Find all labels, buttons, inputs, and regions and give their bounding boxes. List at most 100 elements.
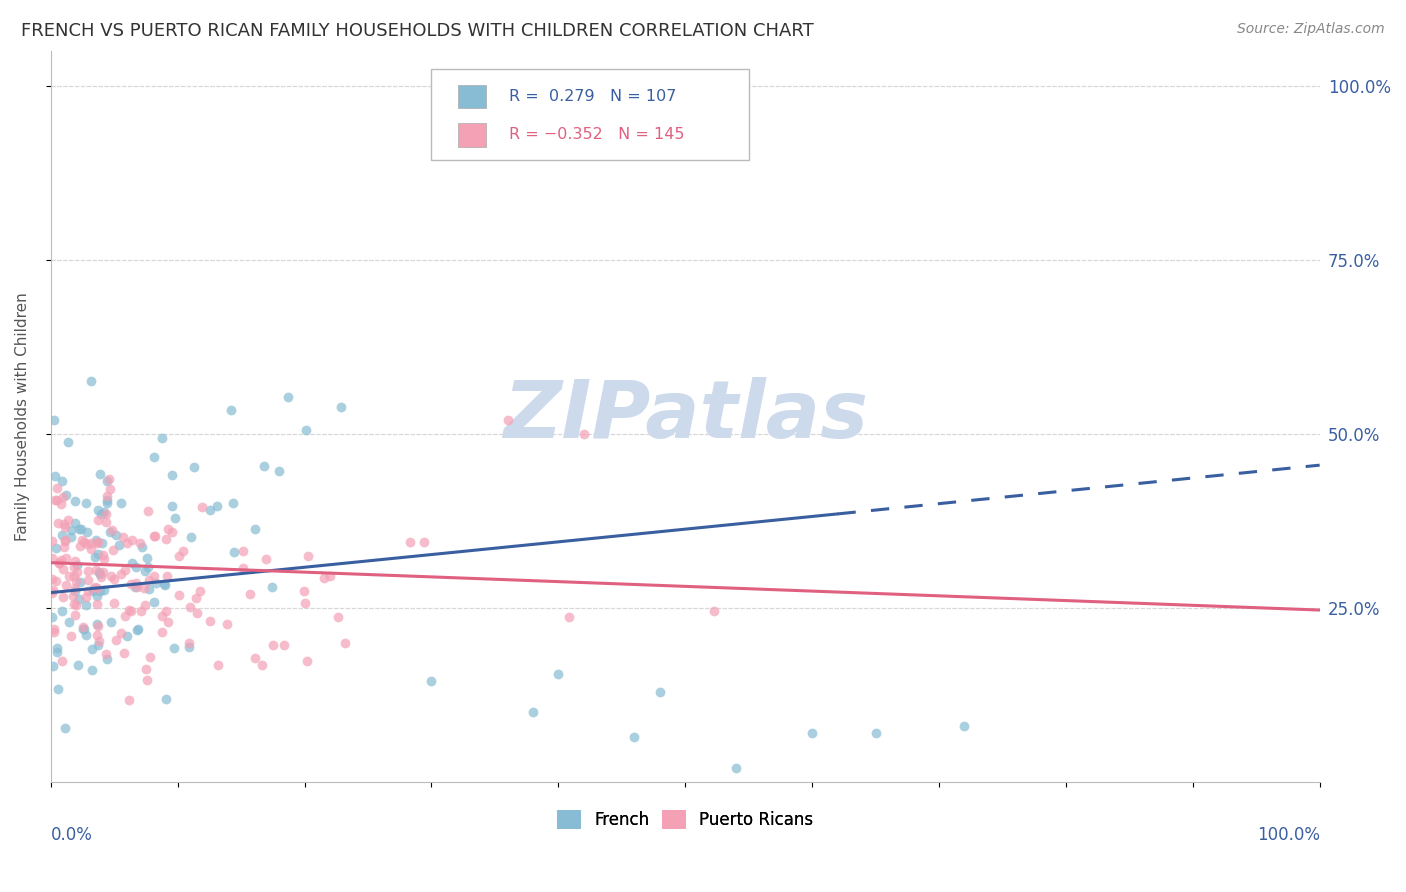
Point	[96, 492, 118, 507]
Point	[86, 581, 108, 595]
Point	[87, 618, 110, 632]
Point	[121, 556, 143, 570]
Point	[138, 582, 160, 597]
Point	[153, 577, 176, 591]
Point	[160, 468, 183, 483]
Point	[82, 584, 104, 599]
Point	[101, 523, 124, 537]
Point	[70, 533, 93, 548]
Point	[156, 522, 179, 536]
Point	[131, 605, 153, 619]
Point	[55, 577, 77, 591]
Point	[97, 473, 120, 487]
Point	[198, 614, 221, 628]
Point	[42, 625, 65, 640]
Point	[75, 599, 97, 613]
Point	[335, 636, 357, 650]
Point	[136, 550, 159, 565]
Point	[273, 638, 295, 652]
Point	[522, 706, 544, 720]
Point	[163, 511, 186, 525]
Text: 0.0%: 0.0%	[51, 826, 93, 844]
Point	[243, 651, 266, 665]
Point	[89, 584, 111, 599]
Point	[80, 642, 103, 657]
Point	[703, 604, 725, 618]
Point	[207, 657, 229, 672]
Point	[62, 569, 84, 583]
Point	[142, 450, 165, 464]
Point	[89, 567, 111, 582]
Point	[86, 590, 108, 604]
Point	[76, 537, 98, 551]
Point	[117, 629, 139, 643]
Text: R = −0.352   N = 145: R = −0.352 N = 145	[509, 128, 685, 143]
Point	[100, 568, 122, 582]
Point	[91, 565, 114, 579]
Point	[150, 608, 173, 623]
Point	[326, 610, 349, 624]
Point	[127, 580, 149, 594]
Point	[232, 560, 254, 574]
Point	[86, 563, 108, 577]
Point	[177, 636, 200, 650]
Point	[73, 622, 96, 636]
Legend: French, Puerto Ricans: French, Puerto Ricans	[551, 804, 820, 836]
Point	[136, 559, 159, 574]
Point	[41, 551, 63, 566]
Point	[114, 609, 136, 624]
Point	[51, 553, 73, 567]
Point	[314, 572, 336, 586]
Point	[53, 533, 76, 547]
Bar	[458, 85, 486, 108]
Point	[76, 564, 98, 578]
Point	[72, 622, 94, 636]
Point	[103, 572, 125, 586]
Point	[87, 566, 110, 580]
Point	[160, 525, 183, 540]
Point	[219, 402, 242, 417]
Point	[93, 505, 115, 519]
Point	[87, 547, 110, 561]
Point	[96, 507, 118, 521]
Point	[96, 475, 118, 489]
Point	[86, 616, 108, 631]
Point	[65, 598, 87, 612]
Point	[183, 459, 205, 474]
Point	[155, 692, 177, 706]
Point	[51, 604, 73, 618]
Point	[184, 591, 207, 605]
Point	[110, 496, 132, 510]
Point	[172, 544, 194, 558]
Point	[66, 566, 89, 580]
Point	[724, 761, 747, 775]
Point	[42, 583, 65, 598]
Point	[104, 632, 127, 647]
Point	[42, 659, 65, 673]
Point	[179, 600, 201, 615]
Point	[205, 499, 228, 513]
Text: R =  0.279   N = 107: R = 0.279 N = 107	[509, 88, 676, 103]
Point	[75, 591, 97, 605]
Point	[87, 633, 110, 648]
Point	[52, 590, 75, 604]
Point	[120, 577, 142, 591]
Point	[96, 496, 118, 510]
Point	[65, 581, 87, 595]
Point	[49, 497, 72, 511]
Point	[45, 493, 67, 508]
Point	[277, 390, 299, 404]
Point	[623, 730, 645, 744]
Point	[69, 522, 91, 536]
Point	[96, 515, 118, 529]
Point	[412, 534, 434, 549]
Point	[572, 426, 595, 441]
Point	[45, 574, 67, 588]
Point	[80, 542, 103, 557]
Point	[143, 529, 166, 543]
Point	[46, 681, 69, 696]
Point	[648, 684, 671, 698]
Point	[41, 533, 63, 548]
Point	[53, 534, 76, 549]
Point	[252, 657, 274, 672]
